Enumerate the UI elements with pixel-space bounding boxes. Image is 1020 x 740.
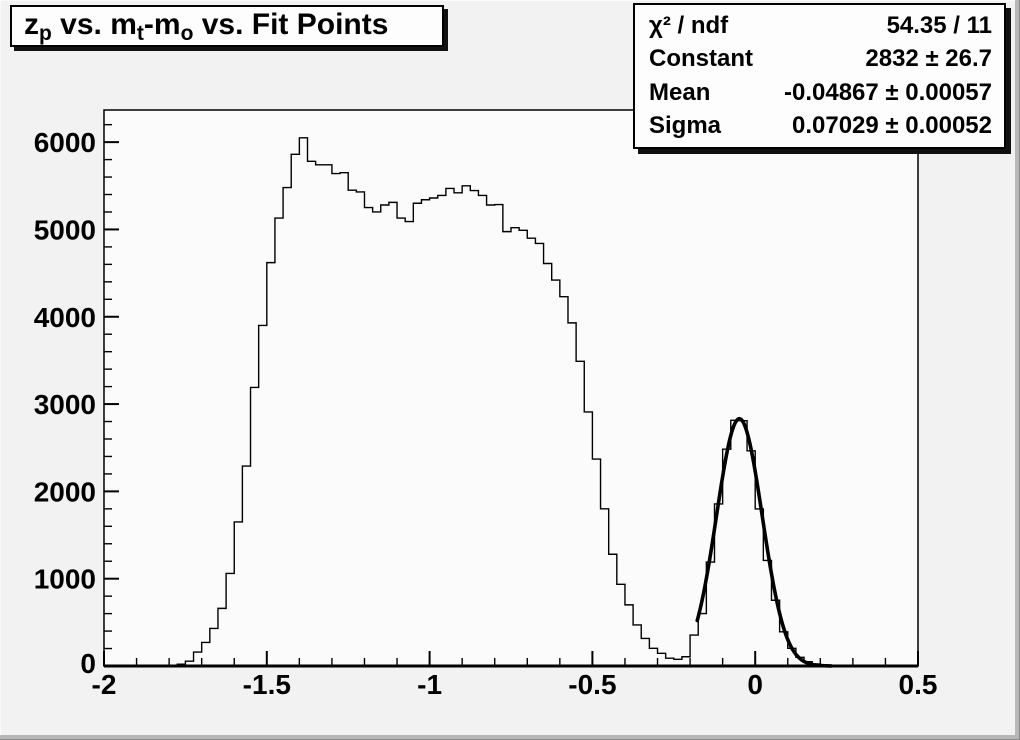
stat-label: Mean — [649, 78, 711, 106]
x-tick-label: -1.5 — [243, 669, 291, 700]
x-tick-label: 0.5 — [899, 669, 938, 700]
plot-frame — [103, 109, 919, 667]
stat-row-sigma: Sigma 0.07029 ± 0.00052 — [635, 112, 1004, 140]
stats-box: χ² / ndf 54.35 / 11 Constant 2832 ± 26.7… — [633, 3, 1006, 149]
stat-value: 2832 ± 26.7 — [865, 45, 992, 73]
stat-value: 0.07029 ± 0.00052 — [791, 112, 992, 140]
x-tick-label: -1 — [417, 669, 442, 700]
stat-label: χ² / ndf — [649, 11, 729, 39]
stat-value: -0.04867 ± 0.00057 — [783, 78, 992, 106]
stat-row-chi2: χ² / ndf 54.35 / 11 — [635, 12, 1004, 40]
y-tick-label: 3000 — [34, 389, 96, 420]
histogram-step-line — [104, 137, 918, 667]
title-box: zp vs. mt-mo vs. Fit Points — [10, 5, 444, 47]
y-tick-label: 5000 — [34, 214, 96, 245]
stat-row-constant: Constant 2832 ± 26.7 — [635, 45, 1004, 73]
stat-row-mean: Mean -0.04867 ± 0.00057 — [635, 79, 1004, 107]
stat-label: Constant — [649, 45, 753, 73]
stat-value: 54.35 / 11 — [886, 11, 992, 39]
y-tick-label: 0 — [80, 648, 96, 679]
stat-label: Sigma — [649, 112, 722, 140]
y-tick-label: 1000 — [34, 564, 96, 595]
y-tick-label: 4000 — [34, 302, 96, 333]
title-text: zp vs. mt-mo vs. Fit Points — [24, 8, 389, 45]
x-tick-label: -2 — [92, 669, 117, 700]
x-tick-label: -0.5 — [568, 669, 616, 700]
y-tick-label: 2000 — [34, 476, 96, 507]
gaussian-fit-curve — [695, 416, 833, 668]
y-tick-label: 6000 — [34, 127, 96, 158]
x-tick-label: 0 — [747, 669, 763, 700]
